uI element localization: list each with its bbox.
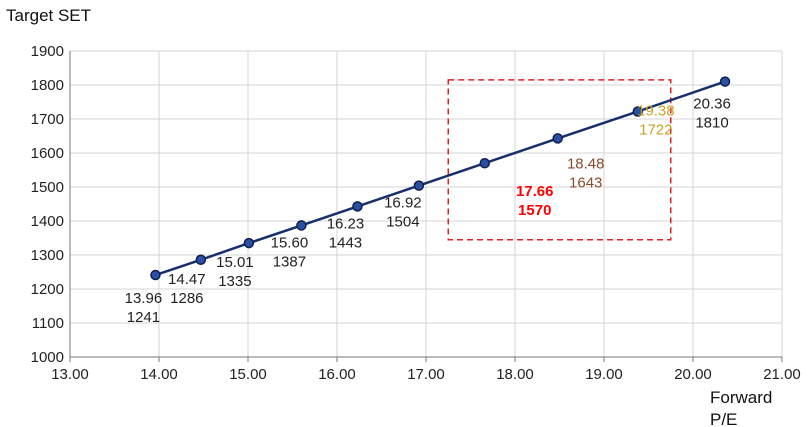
x-tick-label: 13.00 (51, 366, 89, 383)
data-label-set: 1335 (218, 273, 251, 290)
data-label-pe: 16.23 (327, 215, 365, 232)
data-point (719, 76, 731, 87)
x-tick-label: 20.00 (674, 366, 712, 383)
data-label-pe: 18.48 (567, 155, 605, 172)
x-tick-label: 21.00 (763, 366, 801, 383)
data-label-set: 1286 (170, 290, 203, 307)
data-point (243, 237, 255, 249)
highlight-box (447, 79, 672, 241)
x-tick-label: 15.00 (229, 366, 267, 383)
data-label-set: 1722 (639, 122, 672, 139)
x-tick-label: 16.00 (318, 366, 356, 383)
data-label-pe: 19.38 (637, 103, 675, 120)
data-point (479, 157, 490, 169)
data-point (632, 106, 644, 117)
x-tick-label: 19.00 (585, 366, 623, 383)
y-tick-label: 1200 (31, 281, 64, 298)
data-point (150, 269, 161, 281)
data-label-pe: 15.60 (271, 234, 309, 251)
y-tick-label: 1600 (31, 145, 64, 162)
data-label-set: 1241 (127, 309, 160, 326)
y-tick-label: 1000 (31, 349, 64, 366)
series-line (155, 80, 726, 277)
data-point (552, 133, 563, 144)
data-label-pe: 16.92 (384, 195, 422, 212)
x-tick-label: 18.00 (496, 366, 534, 383)
data-label-pe: 15.01 (216, 254, 254, 271)
y-tick-label: 1800 (31, 77, 64, 94)
data-label-pe: 13.96 (125, 290, 163, 307)
y-tick-label: 1900 (31, 43, 64, 60)
x-axis-title-line-2: P/E (710, 410, 737, 427)
data-label-set: 1643 (569, 174, 602, 191)
y-tick-label: 1500 (31, 179, 64, 196)
data-point (352, 201, 363, 212)
x-tick-label: 14.00 (140, 366, 178, 383)
data-label-set: 1504 (386, 214, 419, 231)
data-point (413, 180, 425, 191)
y-tick-label: 1100 (32, 315, 64, 332)
data-label-set: 1387 (273, 253, 306, 270)
data-label-pe: 20.36 (693, 96, 731, 113)
data-label-set: 1810 (695, 115, 728, 132)
data-label-pe: 17.66 (516, 183, 554, 200)
y-tick-label: 1300 (31, 247, 64, 264)
data-label-set: 1570 (518, 202, 551, 219)
x-tick-label: 17.00 (407, 366, 445, 383)
data-point (296, 220, 307, 231)
x-axis-title-line-1: Forward (710, 388, 772, 407)
y-tick-label: 1700 (31, 111, 64, 128)
data-label-set: 1443 (329, 234, 362, 251)
data-label-pe: 14.47 (168, 271, 206, 288)
y-axis-title: Target SET (6, 6, 92, 25)
y-tick-label: 1400 (31, 213, 64, 230)
data-point (195, 254, 207, 266)
